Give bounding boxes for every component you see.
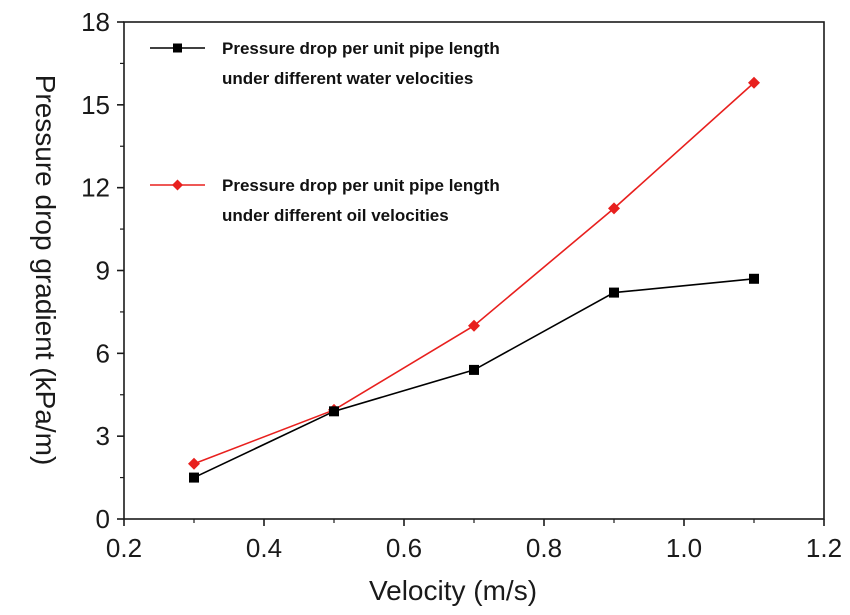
legend-entry-water: Pressure drop per unit pipe length under … [150, 39, 500, 88]
y-axis-title: Pressure drop gradient (kPa/m) [30, 75, 61, 466]
x-tick-label: 1.2 [806, 533, 842, 563]
x-tick-label: 0.6 [386, 533, 422, 563]
data-point [609, 287, 619, 298]
y-tick-label: 6 [96, 338, 110, 368]
legend-label: under different oil velocities [222, 206, 449, 225]
series-water [189, 273, 759, 483]
x-axis: 0.2 0.4 0.6 0.8 1.0 1.2 [106, 519, 842, 563]
series-oil [188, 76, 760, 470]
y-tick-label: 18 [81, 7, 110, 37]
x-axis-title: Velocity (m/s) [369, 575, 537, 606]
data-point [608, 202, 620, 215]
y-tick-label: 0 [96, 504, 110, 534]
data-point [748, 76, 760, 89]
data-point [189, 472, 199, 483]
data-point [469, 364, 479, 375]
y-axis: 0 3 6 9 12 15 18 [81, 7, 124, 534]
y-tick-label: 12 [81, 173, 110, 203]
data-point [329, 406, 339, 417]
series-layer [188, 76, 760, 483]
x-tick-label: 0.2 [106, 533, 142, 563]
x-tick-label: 0.8 [526, 533, 562, 563]
legend-marker [172, 179, 183, 191]
plot-border [123, 21, 825, 520]
x-tick-label: 1.0 [666, 533, 702, 563]
data-point [468, 319, 480, 332]
plot-frame [123, 21, 825, 520]
data-point [749, 273, 759, 284]
y-tick-label: 15 [81, 90, 110, 120]
data-point [188, 457, 200, 470]
series-line [193, 277, 755, 479]
legend-label: Pressure drop per unit pipe length [222, 176, 500, 195]
legend: Pressure drop per unit pipe length under … [150, 39, 500, 225]
legend-label: under different water velocities [222, 69, 473, 88]
y-tick-label: 9 [96, 256, 110, 286]
series-line [193, 82, 755, 465]
y-tick-label: 3 [96, 421, 110, 451]
legend-entry-oil: Pressure drop per unit pipe length under … [150, 176, 500, 225]
legend-marker [173, 43, 182, 53]
legend-label: Pressure drop per unit pipe length [222, 39, 500, 58]
x-tick-label: 0.4 [246, 533, 282, 563]
